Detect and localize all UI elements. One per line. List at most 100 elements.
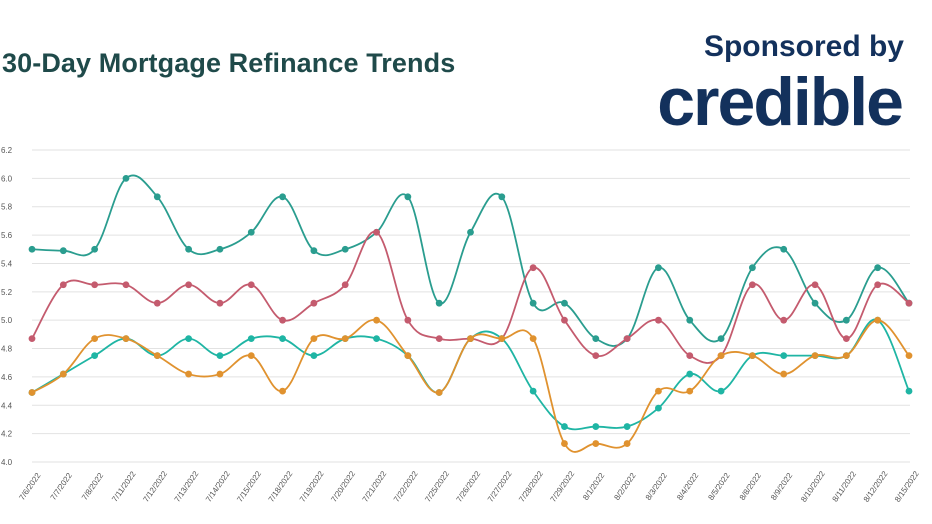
data-point (310, 247, 318, 255)
data-point (373, 335, 380, 343)
data-point (780, 370, 788, 378)
series-line-1 (31, 231, 910, 364)
data-point (91, 335, 99, 343)
data-point (905, 299, 913, 307)
data-point (905, 387, 913, 395)
y-tick-label: 6.0 (1, 174, 13, 183)
x-tick-label: 8/10/2022 (799, 469, 827, 504)
x-tick-label: 7/8/2022 (80, 471, 106, 502)
data-point (216, 352, 224, 360)
x-tick-label: 7/14/2022 (204, 469, 232, 504)
x-tick-label: 7/19/2022 (298, 469, 326, 504)
y-tick-label: 4.8 (1, 345, 13, 354)
data-point (655, 316, 662, 324)
data-point (59, 370, 67, 378)
data-point (529, 264, 537, 272)
data-point (122, 281, 130, 289)
data-point (686, 352, 694, 360)
x-tick-label: 8/5/2022 (706, 471, 732, 502)
data-point (686, 370, 694, 378)
y-tick-label: 4.4 (1, 401, 13, 410)
data-point (435, 335, 443, 343)
data-point (748, 264, 756, 272)
data-point (561, 423, 568, 430)
data-point (185, 335, 193, 343)
data-point (216, 245, 224, 253)
y-tick-label: 4.0 (1, 458, 13, 467)
x-tick-label: 7/21/2022 (361, 469, 389, 504)
data-point (623, 335, 631, 343)
data-point (748, 352, 756, 360)
data-point (623, 440, 631, 447)
data-point (153, 193, 161, 201)
data-point (185, 281, 193, 289)
data-point (185, 245, 193, 253)
data-point (279, 335, 286, 343)
data-point (874, 316, 882, 324)
x-tick-label: 7/11/2022 (110, 469, 138, 503)
data-point (498, 193, 506, 201)
data-point (529, 335, 537, 343)
x-tick-label: 8/4/2022 (675, 471, 701, 502)
x-tick-label: 7/15/2022 (235, 469, 263, 504)
data-point (185, 370, 193, 378)
data-point (561, 316, 568, 324)
y-tick-label: 5.0 (1, 316, 13, 325)
data-point (717, 352, 725, 360)
data-point (341, 281, 349, 289)
chart-title: 30-Day Mortgage Refinance Trends (2, 48, 456, 78)
x-tick-label: 8/8/2022 (738, 471, 764, 502)
x-tick-label: 8/3/2022 (644, 471, 670, 502)
data-point (655, 387, 662, 395)
data-point (686, 387, 694, 395)
data-point (247, 335, 255, 343)
x-tick-label: 7/27/2022 (486, 469, 514, 504)
data-point (247, 228, 255, 236)
x-tick-label: 8/12/2022 (862, 469, 890, 504)
y-tick-label: 5.6 (1, 231, 13, 240)
data-point (780, 245, 788, 253)
data-point (279, 387, 286, 395)
data-point (435, 299, 443, 307)
data-point (592, 440, 600, 447)
data-point (874, 281, 882, 289)
data-point (373, 228, 380, 236)
y-tick-label: 5.2 (1, 288, 13, 297)
data-point (404, 193, 412, 201)
x-tick-label: 7/18/2022 (267, 469, 295, 504)
data-point (59, 247, 67, 255)
data-point (592, 352, 600, 360)
data-point (811, 299, 819, 307)
x-tick-label: 7/25/2022 (423, 469, 451, 504)
data-point (341, 245, 349, 253)
data-point (874, 264, 882, 272)
brand-logo: credible (657, 64, 904, 140)
x-tick-label: 7/29/2022 (549, 469, 577, 504)
x-tick-label: 8/9/2022 (769, 471, 795, 502)
data-point (122, 174, 130, 182)
data-point (279, 316, 286, 324)
data-point (498, 335, 506, 343)
data-point (717, 387, 725, 395)
data-point (310, 352, 318, 360)
data-point (247, 281, 255, 289)
data-point (561, 440, 568, 447)
data-point (91, 352, 99, 360)
data-point (153, 352, 161, 360)
data-point (404, 316, 412, 324)
data-point (529, 299, 537, 307)
data-point (91, 245, 99, 253)
data-point (28, 245, 36, 253)
x-tick-label: 7/13/2022 (173, 469, 201, 504)
x-tick-label: 7/22/2022 (392, 469, 420, 504)
data-point (561, 299, 568, 307)
y-tick-label: 6.2 (1, 146, 13, 155)
x-tick-label: 7/7/2022 (49, 471, 75, 502)
data-point (655, 404, 662, 412)
data-point (686, 316, 694, 324)
data-point (811, 281, 819, 289)
data-point (842, 352, 850, 360)
data-point (28, 389, 36, 396)
data-point (623, 423, 631, 430)
